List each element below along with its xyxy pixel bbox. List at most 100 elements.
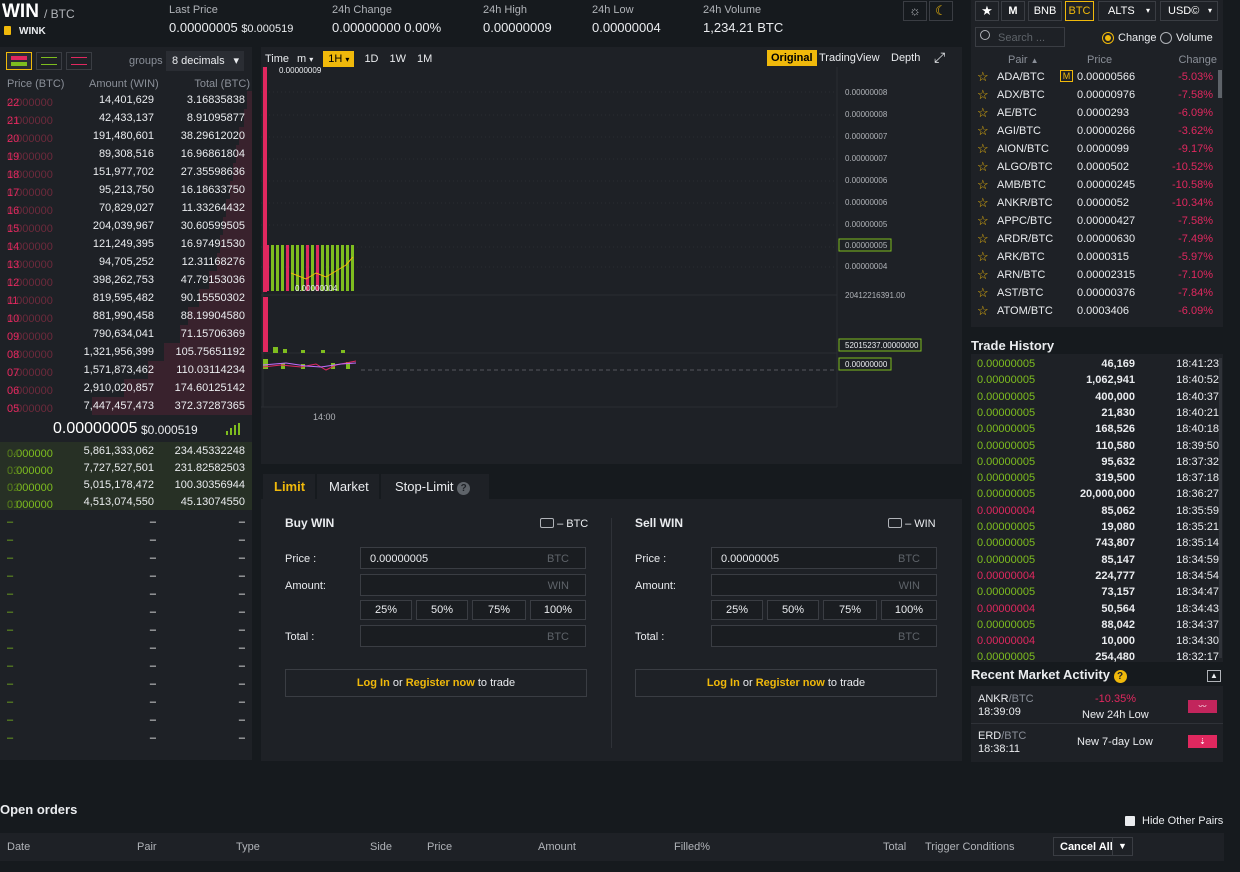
margin-tab[interactable]: M <box>1001 1 1025 21</box>
favorites-star-icon[interactable]: ★ <box>975 1 999 21</box>
bid-row[interactable]: 0.000000 03 7,727,527,501 231.82582503 <box>0 459 252 477</box>
star-icon: ☆ <box>977 195 989 210</box>
ask-row[interactable]: 0.000000 14 121,249,395 16.97491530 <box>0 235 252 253</box>
tab-1w[interactable]: 1W <box>389 53 407 65</box>
sun-icon[interactable]: ☼ <box>903 1 927 21</box>
book-view-both-icon[interactable] <box>6 52 32 70</box>
scrollbar[interactable] <box>1218 70 1222 98</box>
tab-btc[interactable]: BTC <box>1065 1 1094 21</box>
pair-row[interactable]: ☆ AGI/BTC 0.00000266 -3.62% <box>977 123 1213 138</box>
radio-volume[interactable] <box>1160 32 1172 44</box>
buy-login-link[interactable]: Log In <box>356 677 390 689</box>
pair-row[interactable]: ☆ AION/BTC 0.0000099 -9.17% <box>977 141 1213 156</box>
market-list: ★ M BNB BTC ALTS ▾ USD© ▾ Search ... Chang… <box>971 0 1223 327</box>
ask-row[interactable]: 0.000000 12 398,262,753 47.79153036 <box>0 271 252 289</box>
hide-pairs-checkbox[interactable] <box>1125 816 1135 826</box>
tab-minute[interactable]: m ▾ <box>297 53 314 65</box>
pair-row[interactable]: ☆ ARDR/BTC 0.00000630 -7.49% <box>977 231 1213 246</box>
ask-row[interactable]: 0.000000 22 14,401,629 3.16835838 <box>0 91 252 109</box>
view-depth[interactable]: Depth <box>891 52 921 64</box>
radio-change[interactable] <box>1102 32 1114 44</box>
tab-usd[interactable]: USD© ▾ <box>1160 1 1218 21</box>
pair-row[interactable]: ☆ AMB/BTC 0.00000245 -10.58% <box>977 177 1213 192</box>
book-view-bids-icon[interactable] <box>36 52 62 70</box>
pair-row[interactable]: ☆ ANKR/BTC 0.0000052 -10.34% <box>977 195 1213 210</box>
groups-select[interactable]: 8 decimals ▾ <box>166 51 244 71</box>
sell-login-link[interactable]: Log In <box>706 677 740 689</box>
sell-register-link[interactable]: Register now <box>755 677 825 689</box>
sell-pct-100[interactable]: 100% <box>881 600 937 620</box>
pair-row[interactable]: ☆ ARK/BTC 0.0000315 -5.97% <box>977 249 1213 264</box>
ask-row[interactable]: 0.000000 06 2,910,020,857 174.60125142 <box>0 379 252 397</box>
empty-row: – – – <box>7 732 245 744</box>
pair-row[interactable]: ☆ ALGO/BTC 0.0000502 -10.52% <box>977 159 1213 174</box>
sell-pct-50[interactable]: 50% <box>767 600 819 620</box>
fullscreen-icon[interactable]: ⤢ <box>934 49 946 65</box>
ask-row[interactable]: 0.000000 13 94,705,252 12.31168276 <box>0 253 252 271</box>
pair-row[interactable]: ☆ AE/BTC 0.0000293 -6.09% <box>977 105 1213 120</box>
pair-row[interactable]: ☆ ADX/BTC 0.00000976 -7.58% <box>977 87 1213 102</box>
sell-total-input[interactable]: BTC <box>711 625 937 647</box>
col-change[interactable]: Change <box>1178 54 1217 66</box>
star-icon: ☆ <box>977 141 989 156</box>
empty-row: – – – <box>7 624 245 636</box>
bid-row[interactable]: 0.000000 01 4,513,074,550 45.13074550 <box>0 493 252 511</box>
radio-volume-label: Volume <box>1176 32 1213 44</box>
ask-row[interactable]: 0.000000 10 881,990,458 88.19904580 <box>0 307 252 325</box>
ask-row[interactable]: 0.000000 16 70,829,027 11.33264432 <box>0 199 252 217</box>
ask-row[interactable]: 0.000000 18 151,977,702 27.35598636 <box>0 163 252 181</box>
tab-market[interactable]: Market <box>317 474 379 499</box>
activity-item[interactable]: ANKR/BTC 18:39:09 -10.35% New 24h Low 〰 <box>971 690 1223 724</box>
chart-canvas[interactable]: 0.00000008 0.00000008 0.00000007 0.00000… <box>261 67 962 464</box>
buy-price-input[interactable]: 0.00000005 BTC <box>360 547 586 569</box>
sell-pct-25[interactable]: 25% <box>711 600 763 620</box>
search-input[interactable]: Search ... <box>975 27 1065 47</box>
cancel-all-button[interactable]: Cancel All ▼ <box>1053 837 1133 856</box>
tab-1d[interactable]: 1D <box>364 53 379 65</box>
ask-row[interactable]: 0.000000 11 819,595,482 90.15550302 <box>0 289 252 307</box>
tab-time[interactable]: Time <box>265 53 290 65</box>
buy-pct-50[interactable]: 50% <box>416 600 468 620</box>
ask-row[interactable]: 0.000000 07 1,571,873,462 110.03114234 <box>0 361 252 379</box>
col-pair[interactable]: Pair ▲ <box>1008 54 1039 66</box>
tab-1m[interactable]: 1M <box>417 53 433 65</box>
buy-amount-input[interactable]: WIN <box>360 574 586 596</box>
col-price[interactable]: Price <box>1087 54 1113 66</box>
sell-amount-input[interactable]: WIN <box>711 574 937 596</box>
collapse-icon[interactable]: ▲ <box>1207 670 1221 682</box>
view-original[interactable]: Original <box>767 50 817 66</box>
ask-row[interactable]: 0.000000 17 95,213,750 16.18633750 <box>0 181 252 199</box>
ask-row[interactable]: 0.000000 09 790,634,041 71.15706369 <box>0 325 252 343</box>
moon-icon[interactable]: ☾ <box>929 1 953 21</box>
pair-row[interactable]: ☆ ARN/BTC 0.00002315 -7.10% <box>977 267 1213 282</box>
ask-row[interactable]: 0.000000 05 7,447,457,473 372.37287365 <box>0 397 252 415</box>
activity-item[interactable]: ERD/BTC 18:38:11 New 7-day Low ⇣ <box>971 725 1223 759</box>
book-view-asks-icon[interactable] <box>66 52 92 70</box>
buy-pct-100[interactable]: 100% <box>530 600 586 620</box>
ask-row[interactable]: 0.000000 21 42,433,137 8.91095877 <box>0 109 252 127</box>
ask-row[interactable]: 0.000000 08 1,321,956,399 105.75651192 <box>0 343 252 361</box>
ask-row[interactable]: 0.000000 19 89,308,516 16.96861804 <box>0 145 252 163</box>
bid-row[interactable]: 0.000000 04 5,861,333,062 234.45332248 <box>0 442 252 460</box>
tab-limit[interactable]: Limit <box>263 474 315 499</box>
pair-row[interactable]: ☆ ADA/BTC M 0.00000566 -5.03% <box>977 69 1213 84</box>
ask-row[interactable]: 0.000000 20 191,480,601 38.29612020 <box>0 127 252 145</box>
tab-bnb[interactable]: BNB <box>1028 1 1062 21</box>
buy-register-link[interactable]: Register now <box>405 677 475 689</box>
buy-pct-75[interactable]: 75% <box>472 600 526 620</box>
star-icon: ☆ <box>977 123 989 138</box>
pair-row[interactable]: ☆ AST/BTC 0.00000376 -7.84% <box>977 285 1213 300</box>
buy-total-input[interactable]: BTC <box>360 625 586 647</box>
tab-1h[interactable]: 1H ▾ <box>323 51 355 67</box>
pair-row[interactable]: ☆ ATOM/BTC 0.0003406 -6.09% <box>977 303 1213 318</box>
sell-price-input[interactable]: 0.00000005 BTC <box>711 547 937 569</box>
sell-pct-75[interactable]: 75% <box>823 600 877 620</box>
view-tradingview[interactable]: TradingView <box>819 52 880 64</box>
tab-alts[interactable]: ALTS ▾ <box>1098 1 1156 21</box>
tab-stop-limit[interactable]: Stop-Limit ? <box>381 474 489 499</box>
pair-row[interactable]: ☆ APPC/BTC 0.00000427 -7.58% <box>977 213 1213 228</box>
scrollbar[interactable] <box>1219 358 1222 658</box>
ask-row[interactable]: 0.000000 15 204,039,967 30.60599505 <box>0 217 252 235</box>
buy-pct-25[interactable]: 25% <box>360 600 412 620</box>
bid-row[interactable]: 0.000000 02 5,015,178,472 100.30356944 <box>0 476 252 494</box>
